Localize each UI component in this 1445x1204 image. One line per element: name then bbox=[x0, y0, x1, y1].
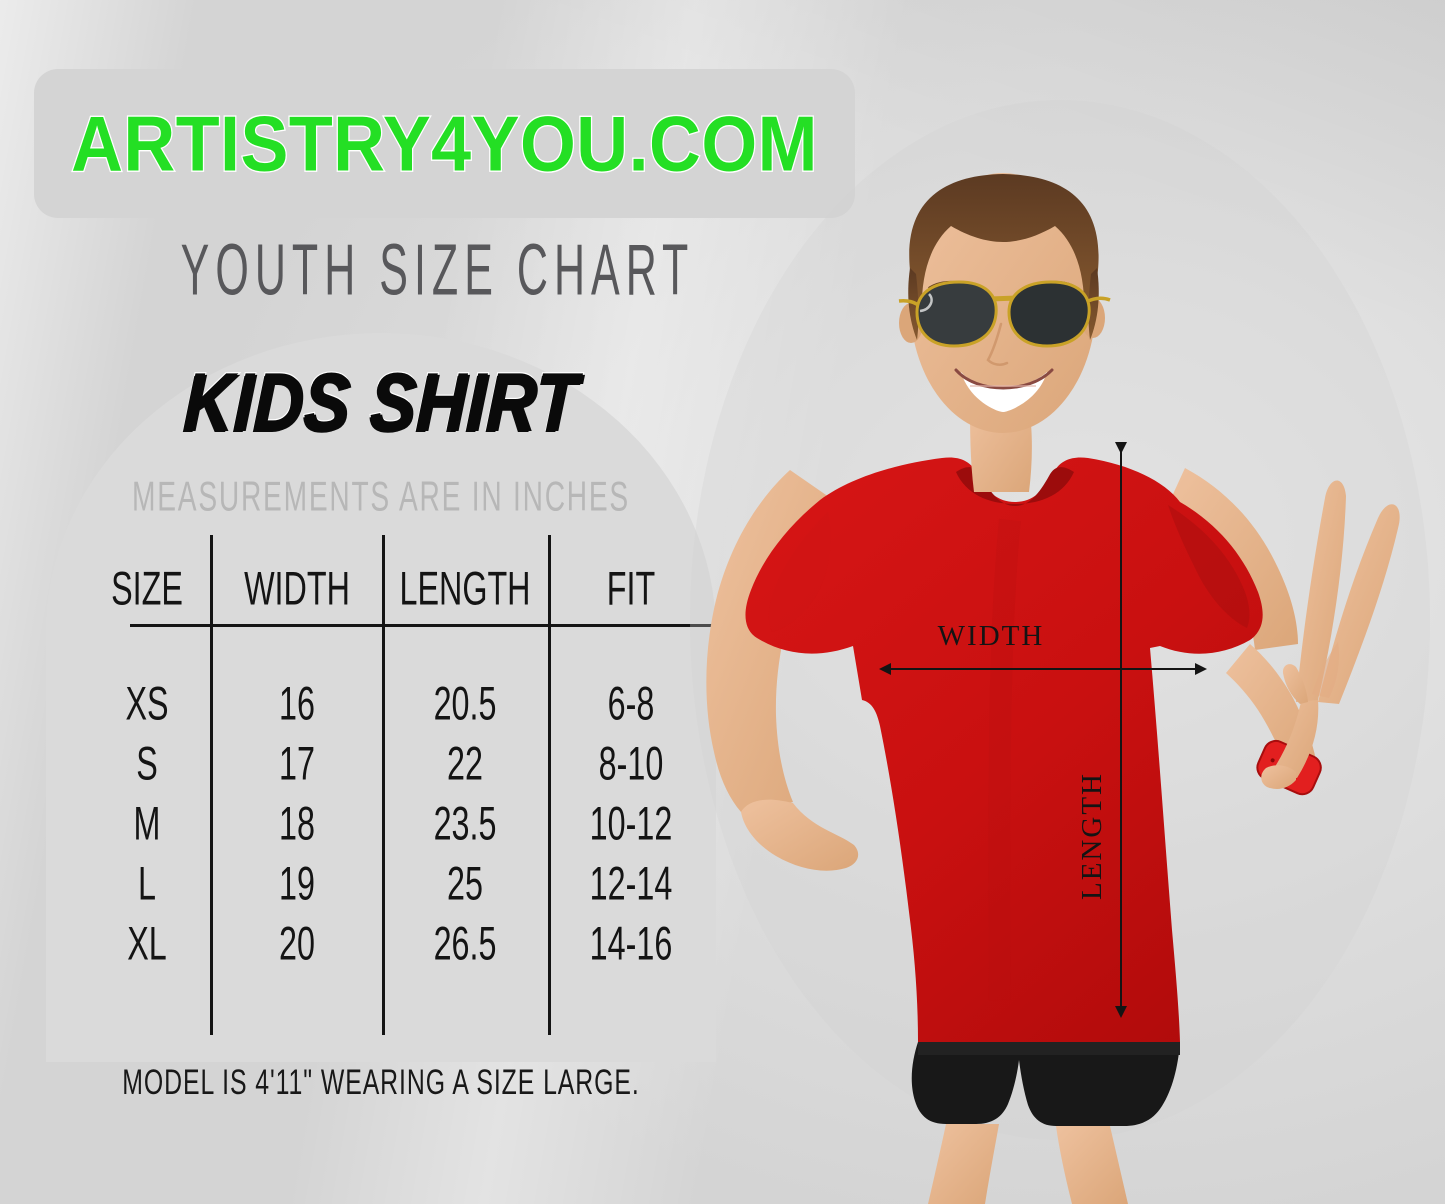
svg-text:LENGTH: LENGTH bbox=[1076, 772, 1108, 900]
svg-text:WIDTH: WIDTH bbox=[938, 620, 1045, 652]
